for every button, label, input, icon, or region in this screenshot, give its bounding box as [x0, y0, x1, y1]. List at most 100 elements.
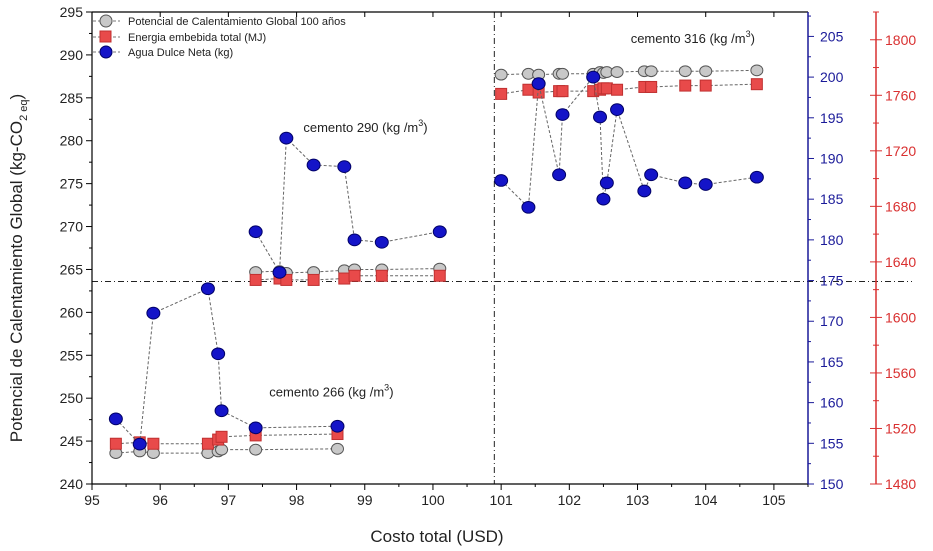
y-tick-label-right-energia: 1520	[885, 420, 916, 436]
data-point-agua	[272, 266, 287, 279]
data-point-agua	[248, 421, 263, 435]
data-point-agua	[200, 282, 215, 296]
data-point-energia	[750, 78, 763, 91]
x-tick-label: 96	[152, 492, 168, 508]
data-point-energia	[348, 269, 361, 282]
y-tick-label-right-agua: 190	[820, 150, 844, 166]
y-axis-title-left: Potencial de Calentamiento Global (kg-CO…	[7, 94, 30, 442]
data-point-energia	[495, 87, 508, 100]
legend-label-energia: Energia embebida total (MJ)	[128, 32, 266, 44]
series-agua	[108, 70, 764, 451]
data-point-agua	[211, 347, 226, 361]
annotation-close: )	[423, 120, 427, 135]
y-tick-label-left: 260	[60, 304, 84, 320]
data-point-agua	[749, 170, 764, 184]
data-point-energia	[645, 80, 658, 93]
data-point-pcg	[699, 65, 713, 78]
data-point-energia	[201, 437, 214, 450]
y-tick-label-right-energia: 1720	[885, 143, 916, 159]
data-point-pcg	[610, 66, 624, 78]
y-tick-label-left: 285	[60, 90, 84, 106]
y-tick-label-right-agua: 200	[820, 69, 844, 85]
x-tick-label: 95	[84, 492, 100, 508]
data-point-energia	[215, 430, 228, 443]
y-tick-label-right-agua: 195	[820, 110, 844, 126]
x-tick-label: 105	[762, 492, 786, 508]
x-tick-label: 98	[289, 492, 305, 508]
data-point-energia	[375, 269, 388, 282]
data-point-pcg	[678, 65, 692, 78]
data-point-energia	[249, 273, 262, 286]
x-tick-label: 97	[221, 492, 237, 508]
data-point-agua	[108, 412, 123, 426]
data-point-agua	[214, 404, 229, 418]
series-connector-line	[255, 137, 440, 275]
x-tick-label: 101	[489, 492, 513, 508]
y-tick-label-right-energia: 1800	[885, 32, 916, 48]
y-tick-label-left: 280	[60, 133, 84, 149]
x-tick-label: 99	[357, 492, 373, 508]
data-point-pcg	[644, 65, 658, 78]
data-point-energia	[699, 79, 712, 92]
y-tick-label-right-agua: 150	[820, 476, 844, 492]
data-point-agua	[555, 108, 570, 121]
data-point-pcg	[330, 442, 344, 455]
data-point-agua	[306, 158, 321, 172]
annotation-close: )	[751, 31, 755, 46]
y-tick-label-right-agua: 165	[820, 354, 844, 370]
y-axis-title-main: Potencial de Calentamiento Global (kg-CO	[7, 121, 26, 442]
legend-marker-pcg	[99, 14, 113, 28]
data-point-agua	[337, 160, 352, 173]
data-point-energia	[556, 85, 569, 98]
data-point-agua	[637, 184, 652, 198]
y-tick-label-left: 295	[60, 4, 84, 20]
data-point-energia	[147, 437, 160, 450]
data-point-agua	[599, 176, 614, 190]
x-tick-label: 102	[558, 492, 582, 508]
x-tick-label: 100	[421, 492, 445, 508]
y-tick-label-right-energia: 1480	[885, 476, 916, 492]
annotation-text: cemento 266 (kg /m	[269, 384, 384, 399]
x-tick-label: 103	[626, 492, 650, 508]
y-tick-label-right-agua: 155	[820, 435, 844, 451]
series-pcg	[109, 64, 764, 460]
y-tick-label-left: 290	[60, 47, 84, 63]
data-point-agua	[432, 225, 447, 239]
data-point-pcg	[215, 443, 229, 456]
x-axis-title: Costo total (USD)	[370, 527, 503, 546]
annotations: cemento 266 (kg /m3) cemento 290 (kg /m3…	[269, 29, 755, 400]
data-point-agua	[279, 131, 294, 145]
y-tick-label-right-agua: 180	[820, 232, 844, 248]
y-axis-title-close: )	[7, 94, 26, 100]
axes-layer: 95 96 97 98 99 100 101 102 103 104 105 240 245 250 255…	[60, 4, 917, 508]
data-point-energia	[679, 79, 692, 92]
data-point-agua	[610, 103, 625, 117]
data-point-agua	[330, 419, 345, 433]
data-point-agua	[678, 176, 693, 190]
series-layer	[108, 64, 764, 460]
data-point-agua	[132, 437, 147, 451]
legend-marker-energia	[99, 30, 112, 43]
y-tick-label-right-energia: 1760	[885, 87, 916, 103]
annotation-cemento-316: cemento 316 (kg /m3)	[631, 29, 755, 46]
annotation-sup: 3	[384, 382, 389, 392]
y-tick-label-left: 270	[60, 219, 84, 235]
y-tick-label-right-energia: 1560	[885, 365, 916, 381]
legend-label-pcg: Potencial de Calentamiento Global 100 añ…	[128, 16, 346, 28]
y-tick-label-right-energia: 1600	[885, 309, 916, 325]
data-point-agua	[494, 174, 509, 187]
y-tick-label-right-agua: 205	[820, 28, 844, 44]
data-point-agua	[248, 225, 263, 239]
annotation-cemento-290: cemento 290 (kg /m3)	[303, 118, 427, 135]
series-connector-line	[501, 83, 757, 95]
y-tick-label-right-energia: 1640	[885, 254, 916, 270]
data-point-agua	[347, 233, 362, 247]
data-point-pcg	[750, 64, 764, 77]
y-tick-label-right-agua: 175	[820, 273, 844, 289]
reference-lines	[92, 12, 912, 484]
annotation-text: cemento 290 (kg /m	[303, 120, 418, 135]
data-point-agua	[146, 306, 161, 320]
y-tick-label-right-agua: 160	[820, 395, 844, 411]
y-tick-label-left: 245	[60, 433, 84, 449]
